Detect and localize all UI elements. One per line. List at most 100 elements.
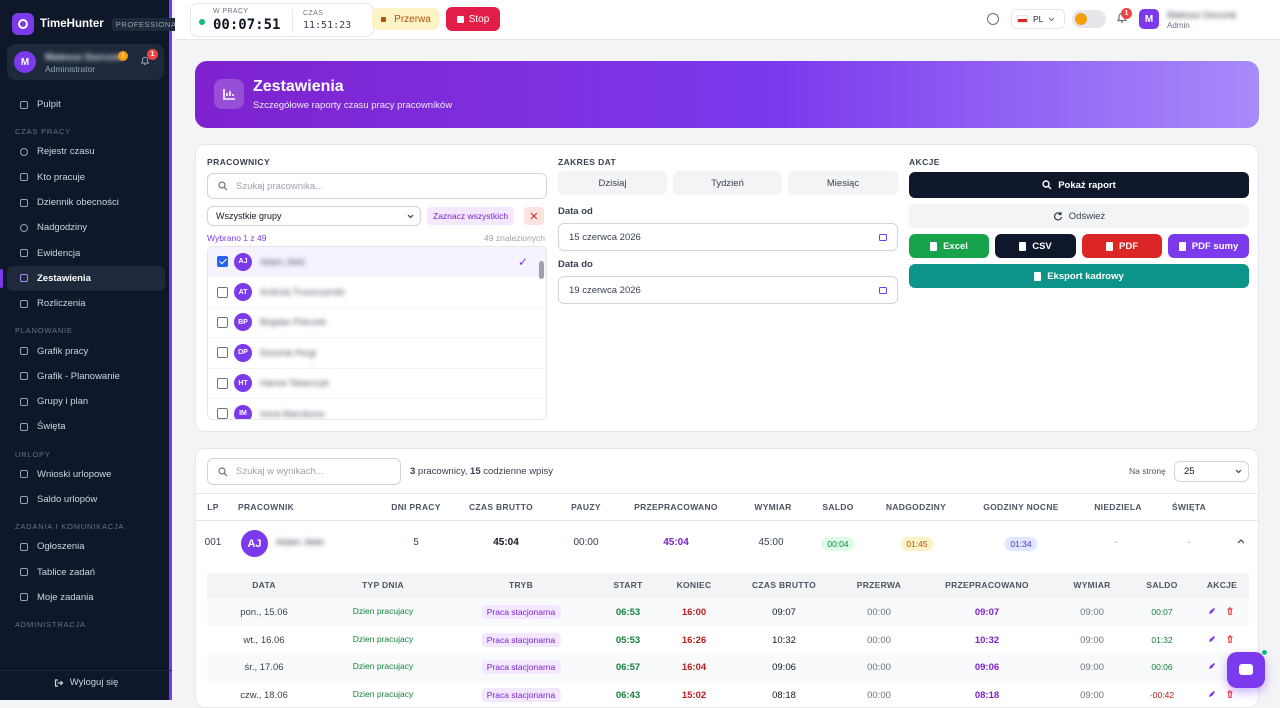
- csv-button[interactable]: CSV: [995, 234, 1076, 258]
- file-excel-icon: [930, 242, 937, 251]
- col-gross[interactable]: CZAS BRUTTO: [469, 502, 533, 512]
- date-from-input[interactable]: 15 czerwca 2026: [558, 223, 898, 251]
- logout-button[interactable]: Wyloguj się: [0, 670, 172, 694]
- scrollbar[interactable]: [539, 251, 544, 417]
- avatar[interactable]: M: [1139, 9, 1159, 29]
- theme-toggle[interactable]: [1072, 10, 1106, 28]
- summary-text: pracownicy,: [415, 466, 470, 477]
- date-from-value: 15 czerwca 2026: [569, 232, 641, 243]
- table-row[interactable]: wt., 16.06 Dzien pracujacy Praca stacjon…: [207, 626, 1249, 654]
- calendar-edit-icon: [20, 372, 28, 380]
- employee-search-input[interactable]: Szukaj pracownika...: [207, 173, 547, 199]
- nav-ewidencja[interactable]: Ewidencja: [7, 240, 165, 265]
- gross: 09:07: [772, 607, 796, 618]
- stop-button[interactable]: Stop: [446, 7, 500, 31]
- norm: 09:00: [1080, 607, 1104, 618]
- nav-dziennik[interactable]: Dziennik obecności: [7, 190, 165, 215]
- calendar-day-icon: [20, 423, 28, 431]
- chevron-up-icon[interactable]: [1237, 539, 1245, 544]
- chatbot-button[interactable]: [1227, 652, 1265, 688]
- nav-nadgodziny[interactable]: Nadgodziny: [7, 215, 165, 240]
- table-row[interactable]: śr., 17.06 Dzien pracujacy Praca stacjon…: [207, 653, 1249, 681]
- nav-swieta[interactable]: Święta: [7, 414, 165, 439]
- trash-icon[interactable]: [1226, 635, 1234, 643]
- checkbox[interactable]: [217, 347, 228, 358]
- table-row[interactable]: pon., 15.06 Dzien pracujacy Praca stacjo…: [207, 598, 1249, 626]
- col-lp[interactable]: LP: [207, 502, 218, 512]
- trash-icon[interactable]: [1226, 690, 1234, 698]
- week-button[interactable]: Tydzień: [673, 171, 782, 195]
- checkbox[interactable]: [217, 378, 228, 389]
- nav-rejestr[interactable]: Rejestr czasu: [7, 139, 165, 164]
- col-worked[interactable]: PRZEPRACOWANO: [634, 502, 718, 512]
- sun-icon: [1075, 13, 1087, 25]
- end: 16:00: [682, 607, 706, 618]
- nav-pulpit[interactable]: Pulpit: [7, 92, 165, 117]
- excel-button[interactable]: Excel: [909, 234, 989, 258]
- per-page-select[interactable]: 25: [1174, 461, 1249, 482]
- edit-icon[interactable]: [1208, 607, 1216, 615]
- nav-zestawienia[interactable]: Zestawienia: [7, 266, 165, 291]
- group-select[interactable]: Wszystkie grupy: [207, 206, 421, 226]
- edit-icon[interactable]: [1208, 635, 1216, 643]
- user-card[interactable]: M Mateusz Durczok Administrator ! 1: [7, 44, 164, 80]
- col-sunday[interactable]: NIEDZIELA: [1094, 502, 1142, 512]
- table-row[interactable]: czw., 18.06 Dzien pracujacy Praca stacjo…: [207, 681, 1249, 708]
- warning-badge[interactable]: !: [118, 51, 128, 61]
- col-balance[interactable]: SALDO: [822, 502, 853, 512]
- pdf-sum-button[interactable]: PDF sumy: [1168, 234, 1249, 258]
- col-breaks[interactable]: PAUZY: [571, 502, 601, 512]
- select-all-button[interactable]: Zaznacz wszystkich: [427, 207, 514, 225]
- nav-grafik[interactable]: Grafik pracy: [7, 338, 165, 363]
- balance-badge: 00:04: [821, 537, 854, 551]
- table-row[interactable]: [196, 522, 1259, 566]
- nav-ogloszenia[interactable]: Ogłoszenia: [7, 534, 165, 559]
- date-to-input[interactable]: 19 czerwca 2026: [558, 276, 898, 304]
- pause-button[interactable]: Przerwa: [372, 8, 439, 30]
- nav-saldo[interactable]: Saldo urlopów: [7, 487, 165, 512]
- results-search-input[interactable]: Szukaj w wynikach...: [207, 458, 401, 485]
- end: 15:02: [682, 690, 706, 701]
- col-overtime[interactable]: NADGODZINY: [886, 502, 946, 512]
- megaphone-icon: [20, 543, 28, 551]
- pdf-button[interactable]: PDF: [1082, 234, 1162, 258]
- col-holidays[interactable]: ŚWIĘTA: [1172, 502, 1206, 512]
- hr-export-button[interactable]: Eksport kadrowy: [909, 264, 1249, 288]
- col-night[interactable]: GODZINY NOCNE: [983, 502, 1059, 512]
- show-report-button[interactable]: Pokaż raport: [909, 172, 1249, 198]
- clear-selection-button[interactable]: ✕: [524, 207, 544, 225]
- globe-icon[interactable]: [987, 13, 999, 25]
- col-employee[interactable]: PRACOWNIK: [238, 502, 294, 512]
- edit-icon[interactable]: [1208, 690, 1216, 698]
- refresh-button[interactable]: Odśwież: [909, 204, 1249, 228]
- edit-icon[interactable]: [1208, 662, 1216, 670]
- col-days[interactable]: DNI PRACY: [391, 502, 440, 512]
- nav-moje-zadania[interactable]: Moje zadania: [7, 585, 165, 610]
- nav-grupy[interactable]: Grupy i plan: [7, 389, 165, 414]
- robot-icon: [1239, 664, 1253, 675]
- nav-rozliczenia[interactable]: Rozliczenia: [7, 291, 165, 316]
- language-select[interactable]: PL: [1011, 9, 1065, 29]
- checkbox[interactable]: [217, 256, 228, 267]
- checkbox[interactable]: [217, 408, 228, 419]
- col-norm[interactable]: WYMIAR: [754, 502, 791, 512]
- nav-wnioski[interactable]: Wnioski urlopowe: [7, 462, 165, 487]
- overtime-badge: 01:45: [900, 537, 933, 551]
- trash-icon[interactable]: [1226, 607, 1234, 615]
- chevron-down-icon: [1048, 17, 1055, 22]
- today-button[interactable]: Dzisiaj: [558, 171, 667, 195]
- nav-kto-pracuje[interactable]: Kto pracuje: [7, 165, 165, 190]
- nav-grafik-planowanie[interactable]: Grafik - Planowanie: [7, 364, 165, 389]
- app-logo[interactable]: TimeHunter PROFESSIONAL: [12, 13, 185, 35]
- checkbox[interactable]: [217, 287, 228, 298]
- checkbox[interactable]: [217, 317, 228, 328]
- nav-tablice[interactable]: Tablice zadań: [7, 559, 165, 584]
- month-button[interactable]: Miesiąc: [788, 171, 898, 195]
